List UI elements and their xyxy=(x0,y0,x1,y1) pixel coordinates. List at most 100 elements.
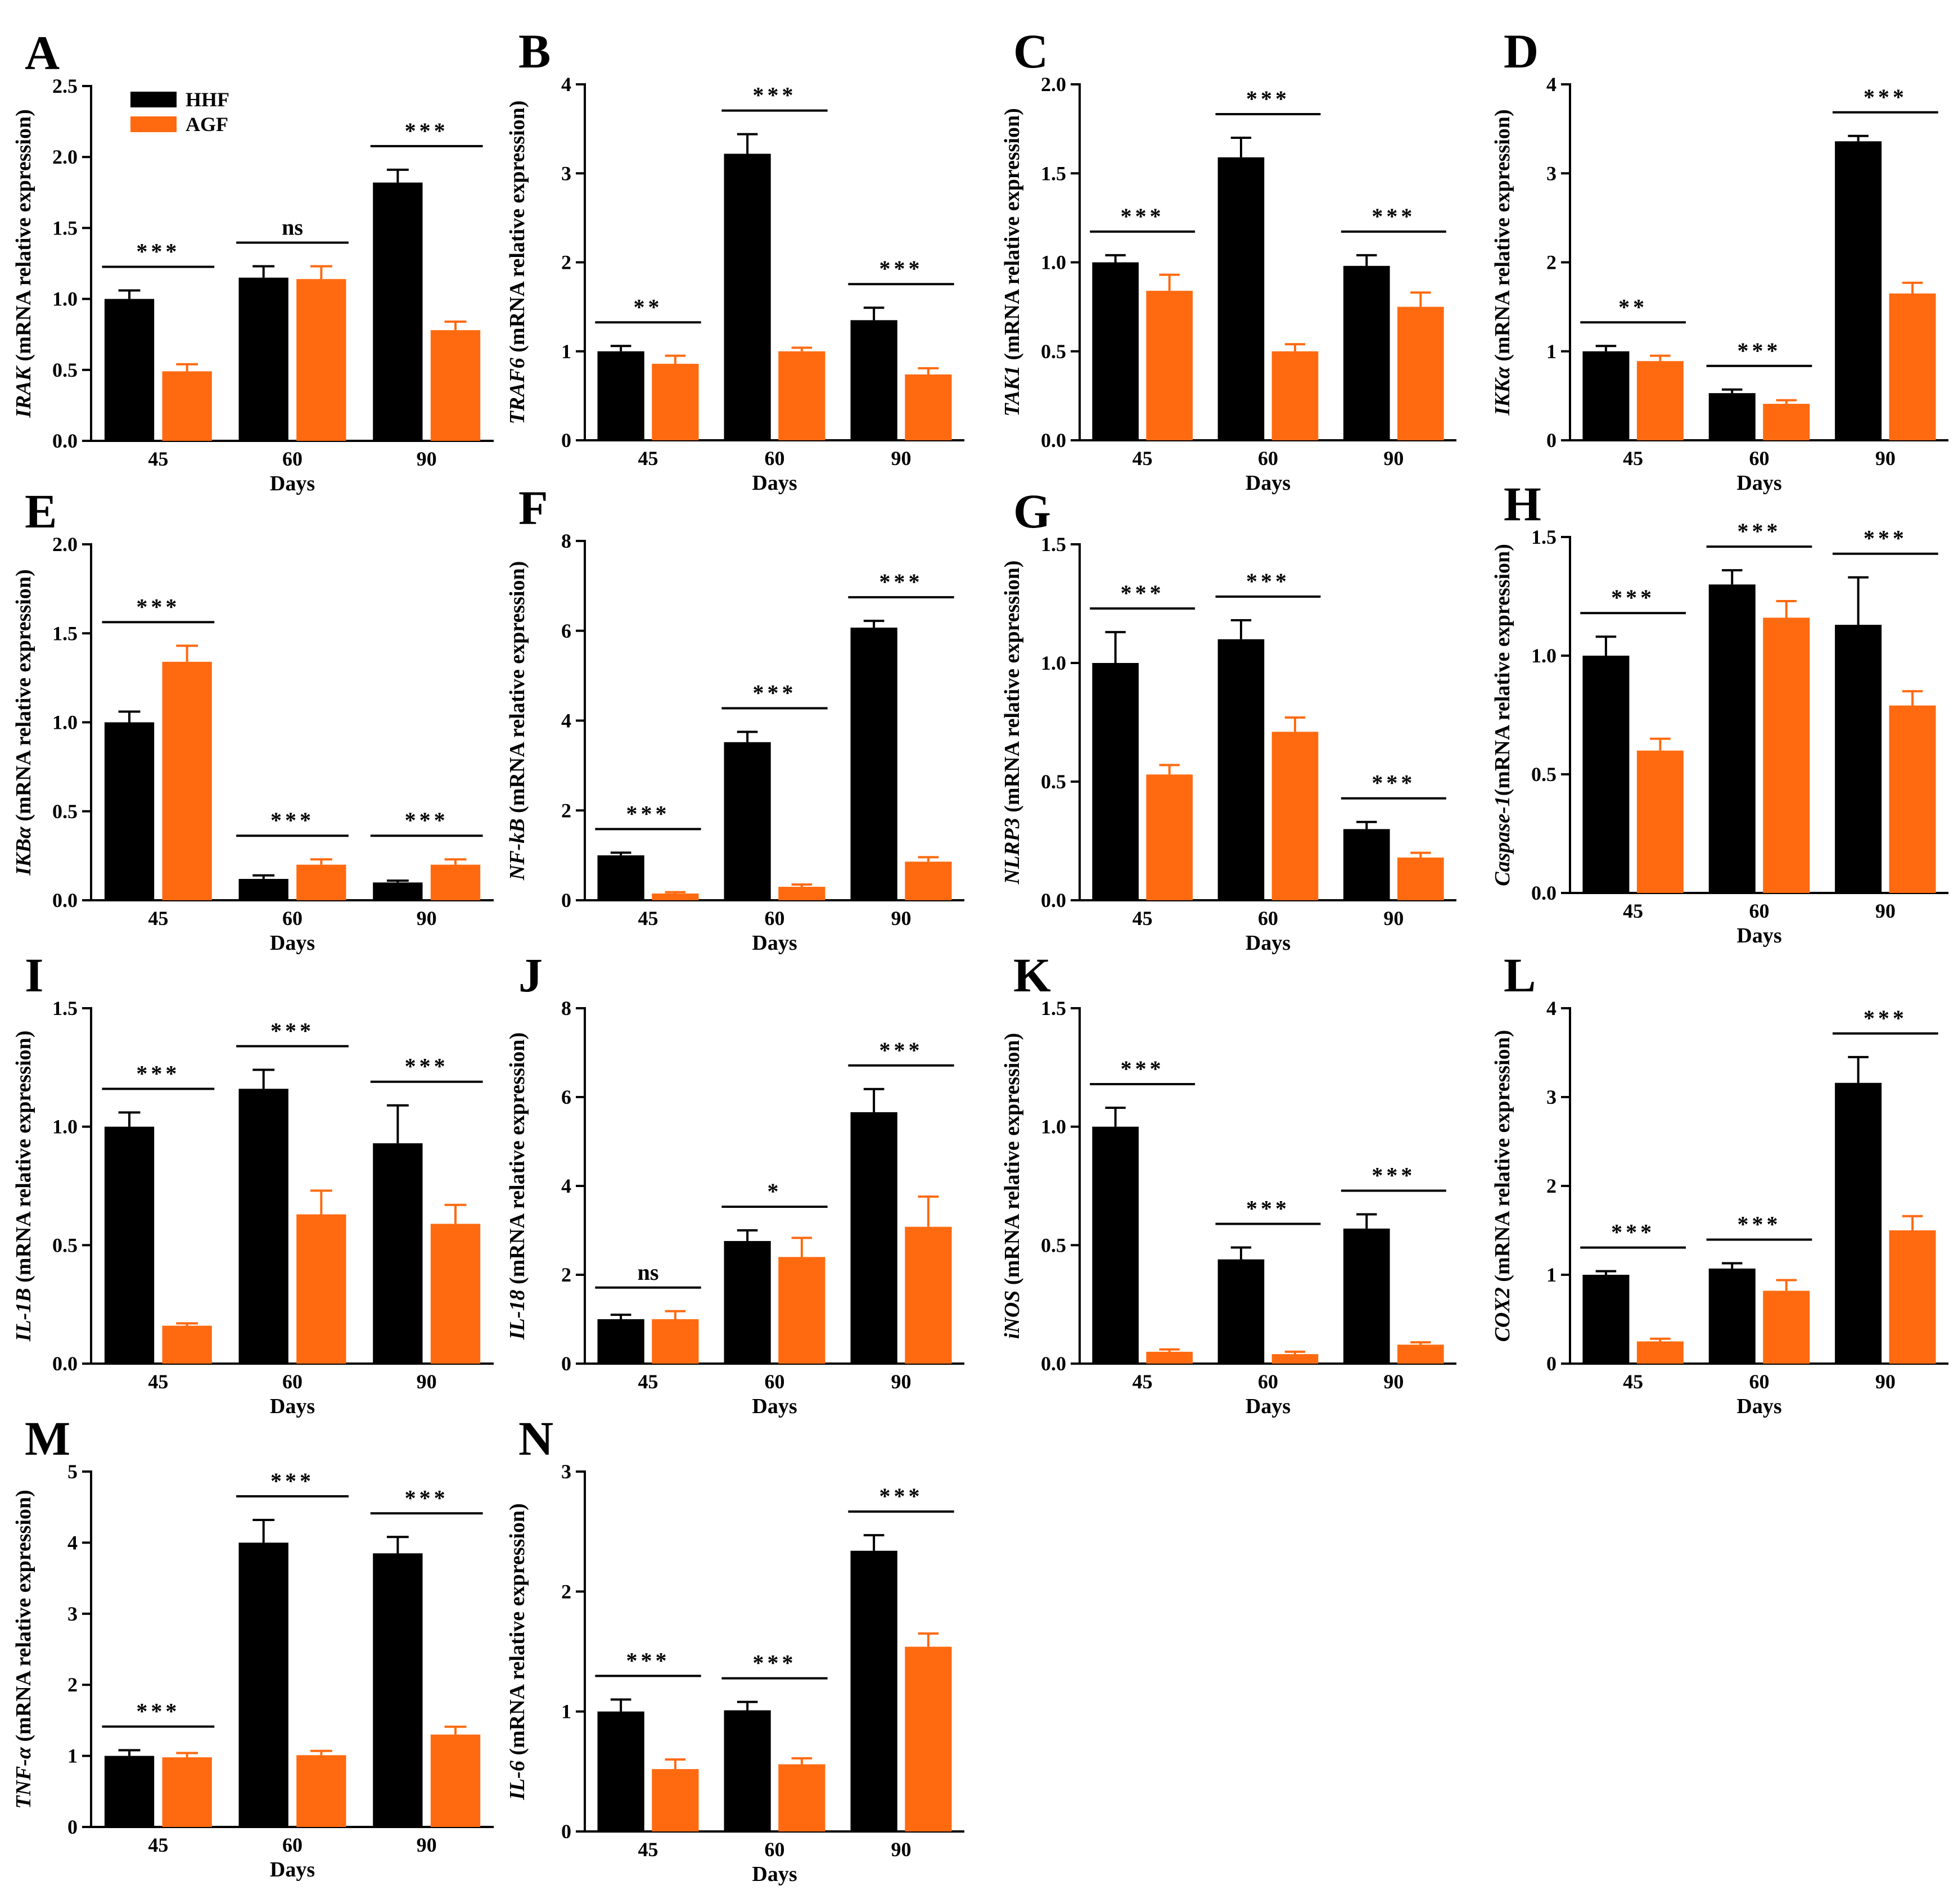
x-axis-label: Days xyxy=(752,471,797,495)
bar-hhf-45 xyxy=(1092,1126,1139,1364)
panel-letter: F xyxy=(518,481,548,535)
x-tick-label: 90 xyxy=(1383,1370,1404,1393)
bar-hhf-90 xyxy=(1835,1082,1882,1364)
y-tick-label: 5 xyxy=(67,1460,78,1483)
y-tick-label: 0.5 xyxy=(52,359,78,381)
bar-agf-60 xyxy=(778,1764,825,1831)
x-axis-label: Days xyxy=(270,1858,315,1882)
bar-agf-45 xyxy=(1636,750,1684,893)
y-axis-gene: IL-18 xyxy=(506,1290,529,1341)
legend-swatch-agf xyxy=(130,116,177,132)
significance-label: *** xyxy=(1371,770,1415,796)
bar-agf-90 xyxy=(1889,293,1936,440)
bar-agf-90 xyxy=(905,861,952,900)
chart-panel-h: H 0.0 0.5 1.0 1.5 Caspase-1(mRNA relative exp… xyxy=(1491,477,1948,948)
bar-agf-90 xyxy=(430,330,481,441)
y-tick-label: 1 xyxy=(561,1700,571,1723)
x-tick-label: 45 xyxy=(1133,907,1153,930)
y-tick-label: 6 xyxy=(561,620,571,642)
bar-hhf-45 xyxy=(597,855,644,900)
bar-agf-45 xyxy=(1146,1351,1193,1364)
bar-agf-45 xyxy=(652,894,699,900)
bar-hhf-60 xyxy=(724,154,771,440)
significance-label: *** xyxy=(879,256,923,281)
y-tick-label: 2 xyxy=(67,1673,78,1696)
y-tick-label: 4 xyxy=(561,73,571,96)
y-tick-label: 0.0 xyxy=(1041,429,1066,452)
x-tick-label: 60 xyxy=(282,907,303,930)
y-tick-label: 0 xyxy=(561,889,571,912)
x-tick-label: 90 xyxy=(1875,1370,1896,1393)
y-axis-unit: (mRNA relative expression) xyxy=(1000,1033,1024,1291)
x-tick-label: 90 xyxy=(417,907,437,930)
bar-agf-90 xyxy=(1889,705,1936,893)
x-axis-label: Days xyxy=(1246,471,1291,495)
x-tick-label: 60 xyxy=(1749,447,1770,470)
y-axis-gene: Caspase-1 xyxy=(1491,796,1514,886)
y-tick-label: 0.0 xyxy=(1041,1352,1066,1375)
bar-hhf-45 xyxy=(1582,656,1630,893)
bar-agf-90 xyxy=(1397,1344,1444,1364)
x-axis-label: Days xyxy=(752,1395,797,1418)
significance-label: *** xyxy=(1121,1056,1165,1081)
bar-hhf-90 xyxy=(850,1550,897,1831)
panel-letter: C xyxy=(1013,24,1048,78)
bar-hhf-90 xyxy=(850,1112,897,1364)
y-axis-label: TNF-α (mRNA relative expression) xyxy=(12,1490,35,1808)
significance-label: *** xyxy=(1864,526,1907,551)
y-axis-label: NLRP3 (mRNA relative expression) xyxy=(1000,561,1024,885)
x-tick-label: 90 xyxy=(417,448,437,470)
bar-agf-45 xyxy=(1636,1341,1684,1364)
panel-letter: J xyxy=(518,948,543,1002)
y-tick-label: 0 xyxy=(561,429,571,452)
y-axis-label: IKKα (mRNA relative expression) xyxy=(1491,109,1514,416)
y-tick-label: 8 xyxy=(561,997,571,1019)
bar-agf-45 xyxy=(1636,361,1684,440)
chart-panel-a: A 0.0 0.5 1.0 1.5 2.0 2.5 IRAK (mRNA relative e… xyxy=(12,26,494,495)
bar-agf-90 xyxy=(430,1224,481,1364)
y-axis-label: COX2 (mRNA relative expression) xyxy=(1491,1030,1514,1342)
x-tick-label: 90 xyxy=(1383,907,1404,930)
y-axis-unit: (mRNA relative expression) xyxy=(12,569,35,827)
bar-hhf-90 xyxy=(850,628,897,900)
bar-hhf-45 xyxy=(597,351,644,440)
significance-label: *** xyxy=(879,569,923,594)
bar-agf-45 xyxy=(162,1757,212,1827)
y-axis-label: IL-1B (mRNA relative expression) xyxy=(12,1031,35,1342)
bar-agf-90 xyxy=(905,1646,952,1831)
y-tick-label: 3 xyxy=(561,1460,571,1483)
bar-hhf-45 xyxy=(104,1756,155,1827)
x-tick-label: 45 xyxy=(1623,447,1643,470)
y-tick-label: 1.0 xyxy=(1041,1116,1066,1138)
x-axis-label: Days xyxy=(752,1862,797,1886)
bar-hhf-45 xyxy=(597,1711,644,1831)
x-tick-label: 90 xyxy=(417,1370,437,1393)
bar-agf-60 xyxy=(1763,404,1810,440)
x-tick-label: 60 xyxy=(282,1834,303,1856)
y-axis-gene: IL-1B xyxy=(12,1288,35,1342)
y-tick-label: 1.5 xyxy=(1041,162,1066,184)
bar-hhf-45 xyxy=(597,1319,644,1364)
x-tick-label: 45 xyxy=(638,907,658,930)
bar-agf-60 xyxy=(1271,732,1319,900)
bar-hhf-60 xyxy=(1708,393,1756,440)
y-axis-unit: (mRNA relative expression) xyxy=(506,1503,529,1761)
x-tick-label: 60 xyxy=(1258,1370,1278,1393)
y-tick-label: 2.0 xyxy=(52,533,78,556)
y-tick-label: 0.5 xyxy=(1041,770,1066,793)
x-tick-label: 45 xyxy=(148,448,168,470)
y-tick-label: 0.5 xyxy=(1041,1234,1066,1256)
y-axis-gene: IRAK xyxy=(12,365,35,418)
significance-label: *** xyxy=(1864,84,1907,110)
panel-letter: B xyxy=(518,24,551,78)
bar-hhf-60 xyxy=(1708,584,1756,893)
bar-agf-60 xyxy=(1271,1354,1319,1364)
significance-label: *** xyxy=(1371,204,1415,229)
x-tick-label: 60 xyxy=(765,1370,785,1393)
y-axis-gene: TRAF6 xyxy=(506,358,529,424)
bar-agf-90 xyxy=(1889,1230,1936,1364)
x-tick-label: 60 xyxy=(1258,447,1278,470)
significance-label: ** xyxy=(634,294,663,319)
y-tick-label: 1 xyxy=(1546,340,1557,363)
significance-label: *** xyxy=(405,807,449,833)
